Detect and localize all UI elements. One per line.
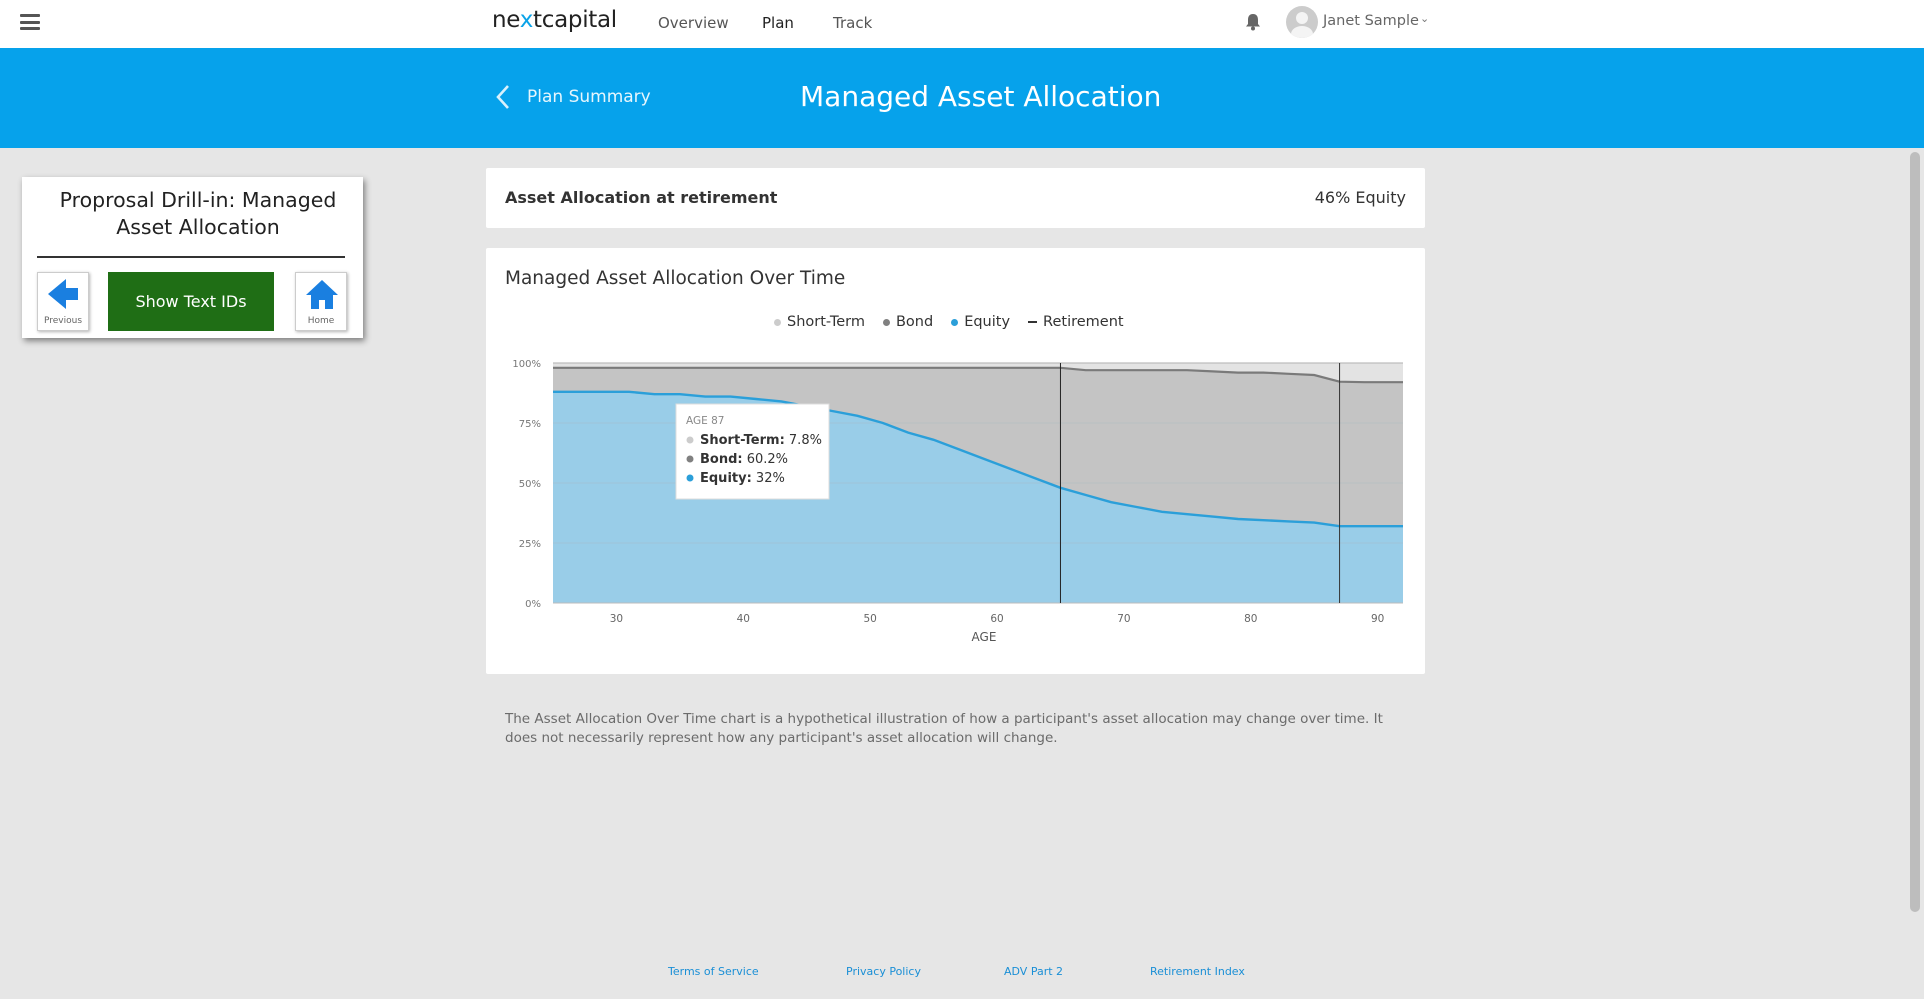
tooltip-title: AGE 87 — [686, 415, 724, 427]
chart-legend: Short-Term Bond Equity Retirement — [774, 314, 1124, 330]
bond-area — [553, 367, 1403, 527]
x-tick-label: 60 — [990, 613, 1003, 625]
tooltip-row: Bond: 60.2% — [700, 452, 788, 467]
avatar[interactable] — [1286, 6, 1318, 38]
chart-title: Managed Asset Allocation Over Time — [505, 268, 846, 289]
proposal-panel: Proprosal Drill-in: Managed Asset Alloca… — [22, 177, 363, 338]
logo[interactable]: nextcapital — [492, 7, 617, 33]
tooltip-row: Short-Term: 7.8% — [700, 433, 822, 448]
back-link[interactable]: Plan Summary — [527, 87, 651, 107]
x-tick-label: 30 — [610, 613, 623, 625]
allocation-summary-card: Asset Allocation at retirement 46% Equit… — [486, 168, 1425, 228]
y-tick-label: 75% — [519, 419, 541, 430]
page-title: Managed Asset Allocation — [800, 80, 1162, 113]
y-tick-label: 0% — [525, 599, 541, 610]
y-tick-label: 100% — [512, 359, 541, 370]
disclaimer: The Asset Allocation Over Time chart is … — [505, 711, 1383, 746]
page-header — [0, 48, 1924, 148]
x-tick-label: 80 — [1244, 613, 1257, 625]
bell-icon[interactable] — [1244, 12, 1262, 32]
bond-line — [553, 366, 1403, 384]
arrow-left-icon — [48, 279, 78, 309]
y-tick-label: 25% — [519, 539, 541, 550]
legend-short-term[interactable]: Short-Term — [774, 314, 865, 330]
summary-value: 46% Equity — [1314, 188, 1406, 207]
proposal-title: Proprosal Drill-in: Managed Asset Alloca… — [59, 188, 337, 239]
tooltip-dot — [686, 436, 694, 444]
tooltip-dot — [686, 474, 694, 482]
x-axis-label: AGE — [972, 630, 997, 644]
footer-privacy-link[interactable]: Privacy Policy — [846, 965, 921, 978]
legend-bond[interactable]: Bond — [882, 314, 933, 330]
legend-equity[interactable]: Equity — [951, 314, 1010, 330]
menu-icon[interactable] — [20, 14, 40, 30]
footer-adv-link[interactable]: ADV Part 2 — [1004, 965, 1064, 978]
allocation-chart-card: Managed Asset Allocation Over Time Short… — [486, 248, 1425, 674]
x-tick-label: 70 — [1117, 613, 1130, 625]
legend-retirement[interactable]: Retirement — [1028, 314, 1124, 330]
previous-button[interactable]: Previous — [37, 272, 89, 331]
y-tick-label: 50% — [519, 479, 541, 490]
tooltip-row: Equity: 32% — [700, 471, 785, 486]
x-tick-label: 40 — [737, 613, 750, 625]
tooltip-dot — [686, 455, 694, 463]
top-nav: nextcapital Overview Plan Track Janet Sa… — [0, 0, 1924, 48]
nav-plan[interactable]: Plan — [762, 14, 794, 32]
footer-terms-link[interactable]: Terms of Service — [668, 965, 759, 978]
summary-label: Asset Allocation at retirement — [505, 188, 778, 207]
divider — [37, 256, 345, 258]
home-icon — [306, 280, 338, 309]
chevron-down-icon[interactable]: ⌄ — [1420, 12, 1430, 25]
bottom-strip — [0, 999, 1924, 1003]
home-label: Home — [307, 316, 335, 326]
equity-line — [553, 390, 1403, 528]
nav-overview[interactable]: Overview — [658, 14, 729, 32]
scrollbar[interactable] — [1910, 152, 1920, 912]
home-button[interactable]: Home — [295, 272, 347, 331]
chevron-left-icon[interactable] — [495, 84, 511, 110]
user-name[interactable]: Janet Sample — [1323, 13, 1419, 29]
nav-track[interactable]: Track — [833, 14, 873, 32]
x-tick-label: 50 — [863, 613, 876, 625]
x-tick-label: 90 — [1371, 613, 1384, 625]
footer-retirement-index-link[interactable]: Retirement Index — [1150, 965, 1245, 978]
allocation-chart[interactable]: 0% 25% 50% 75% 100% 30 40 50 60 70 80 90 AGE AGE 87 Sh… — [486, 248, 1425, 674]
previous-label: Previous — [43, 316, 83, 326]
show-text-ids-button[interactable]: Show Text IDs — [108, 272, 274, 331]
tooltip-box — [675, 403, 830, 500]
